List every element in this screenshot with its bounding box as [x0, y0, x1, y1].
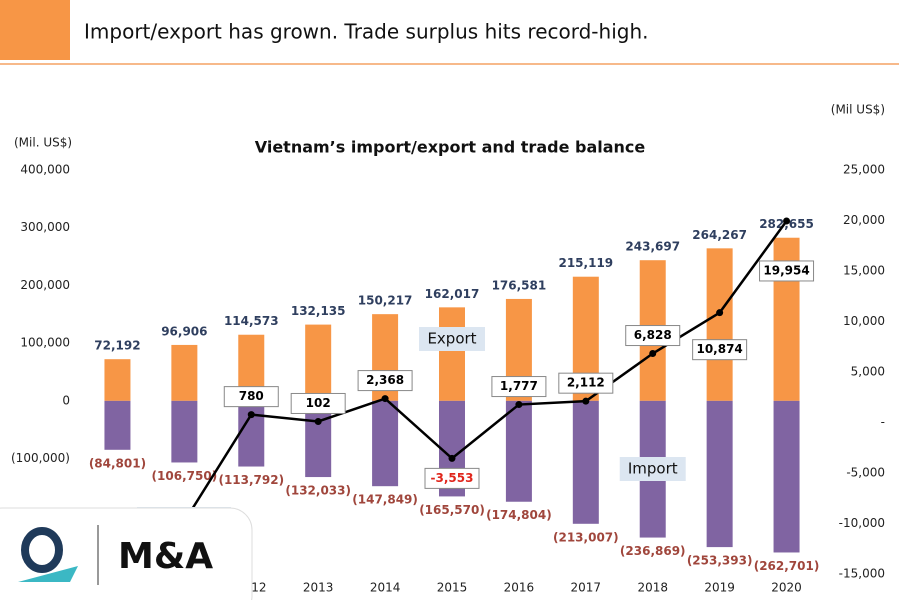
bar-value-label: (174,804) [486, 508, 552, 522]
balance-value-label: 10,874 [696, 342, 742, 356]
chart-title: Vietnam’s import/export and trade balanc… [255, 138, 646, 157]
bar-value-label: 150,217 [358, 294, 413, 308]
y2-axis-label: (Mil US$) [831, 103, 885, 117]
balance-value-label: 1,777 [500, 379, 538, 393]
x-tick-label: 2015 [437, 581, 468, 595]
balance-label-box [357, 370, 413, 392]
balance-point [381, 395, 389, 403]
balance-value-label: 6,828 [634, 328, 672, 342]
annotation-box [419, 327, 485, 351]
bar-value-label: (236,869) [620, 544, 686, 558]
x-tick-label: 2013 [303, 581, 334, 595]
bar [773, 400, 800, 553]
bar [104, 400, 131, 450]
balance-value-label: 19,954 [763, 263, 809, 277]
x-tick-label: 2017 [571, 581, 602, 595]
balance-label-box [290, 392, 346, 414]
annotation: Import [628, 460, 678, 478]
y-tick-label: 400,000 [20, 163, 70, 177]
y2-tick-label: 25,000 [843, 163, 885, 177]
bar [372, 400, 399, 487]
logo-text: M&A [118, 536, 213, 577]
y-tick-label: (100,000) [11, 451, 70, 465]
bar-value-label: (262,701) [754, 559, 820, 573]
bar-value-label: 176,581 [492, 278, 547, 292]
y2-tick-label: 15,000 [843, 264, 885, 278]
balance-point [783, 217, 791, 225]
bar-value-label: (165,570) [419, 503, 485, 517]
y2-tick-label: -5,000 [846, 466, 885, 480]
header-title: Import/export has grown. Trade surplus h… [84, 20, 648, 44]
bar-value-label: 132,135 [291, 304, 346, 318]
bar-value-label: 243,697 [625, 240, 680, 254]
bar-value-label: (84,801) [89, 456, 146, 470]
balance-label-box [625, 325, 681, 347]
balance-point [448, 454, 456, 462]
bar [238, 400, 265, 467]
x-tick-label: 2018 [637, 581, 668, 595]
y-tick-label: 100,000 [20, 336, 70, 350]
y2-tick-label: -15,000 [839, 567, 885, 581]
bar-value-label: 114,573 [224, 314, 279, 328]
bar [171, 400, 198, 463]
balance-point [716, 309, 724, 317]
bar [305, 324, 332, 401]
y-tick-label: 0 [62, 393, 70, 407]
balance-label-box [424, 467, 480, 489]
bar-value-label: (113,792) [218, 473, 284, 487]
logo: M&A [0, 507, 253, 600]
bar-value-label: (132,033) [285, 484, 351, 498]
x-tick-label: 2016 [504, 581, 535, 595]
logo-o [21, 527, 63, 573]
y2-tick-label: 10,000 [843, 314, 885, 328]
x-tick-label: 2019 [704, 581, 735, 595]
bar [706, 248, 733, 401]
y2-tick-label: 5,000 [851, 365, 885, 379]
bar-value-label: 96,906 [161, 324, 207, 338]
y-tick-label: 300,000 [20, 220, 70, 234]
balance-point [649, 350, 657, 358]
annotation: Export [427, 330, 476, 348]
balance-label-box [223, 386, 279, 408]
bar-value-label: (213,007) [553, 530, 619, 544]
balance-value-label: 780 [239, 389, 264, 403]
annotation-box [619, 457, 686, 481]
balance-value-label: 102 [306, 396, 331, 410]
bar-value-label: (106,750) [152, 469, 218, 483]
bar [505, 400, 532, 502]
bar-value-label: (147,849) [352, 493, 418, 507]
bar-value-label: 264,267 [692, 228, 747, 242]
header-block [0, 0, 70, 60]
y2-tick-label: 20,000 [843, 213, 885, 227]
y-axis-label: (Mil. US$) [14, 136, 72, 150]
bar [171, 344, 198, 401]
y2-tick-label: - [881, 415, 885, 429]
bar [706, 400, 733, 548]
balance-point [314, 417, 322, 425]
x-tick-label: 2014 [370, 581, 401, 595]
x-tick-label: 2020 [771, 581, 802, 595]
y-tick-label: 200,000 [20, 278, 70, 292]
bar-value-label: 72,192 [94, 339, 140, 353]
balance-label-box [759, 260, 815, 282]
bar-value-label: (253,393) [687, 554, 753, 568]
balance-value-label: 2,368 [366, 373, 404, 387]
bar [572, 400, 599, 524]
bar [439, 307, 465, 401]
balance-value-label: -3,553 [431, 471, 474, 485]
bar [104, 359, 131, 401]
balance-label-box [558, 372, 614, 394]
y2-tick-label: -10,000 [839, 516, 885, 530]
logo-swoosh [18, 566, 78, 582]
bar-value-label: 215,119 [558, 256, 613, 270]
balance-point [247, 411, 255, 419]
balance-value-label: 2,112 [567, 376, 605, 390]
balance-point [582, 397, 590, 405]
balance-label-box [491, 376, 547, 398]
balance-label-box [692, 339, 748, 361]
bar-value-label: 162,017 [425, 287, 480, 301]
balance-point [515, 401, 523, 409]
